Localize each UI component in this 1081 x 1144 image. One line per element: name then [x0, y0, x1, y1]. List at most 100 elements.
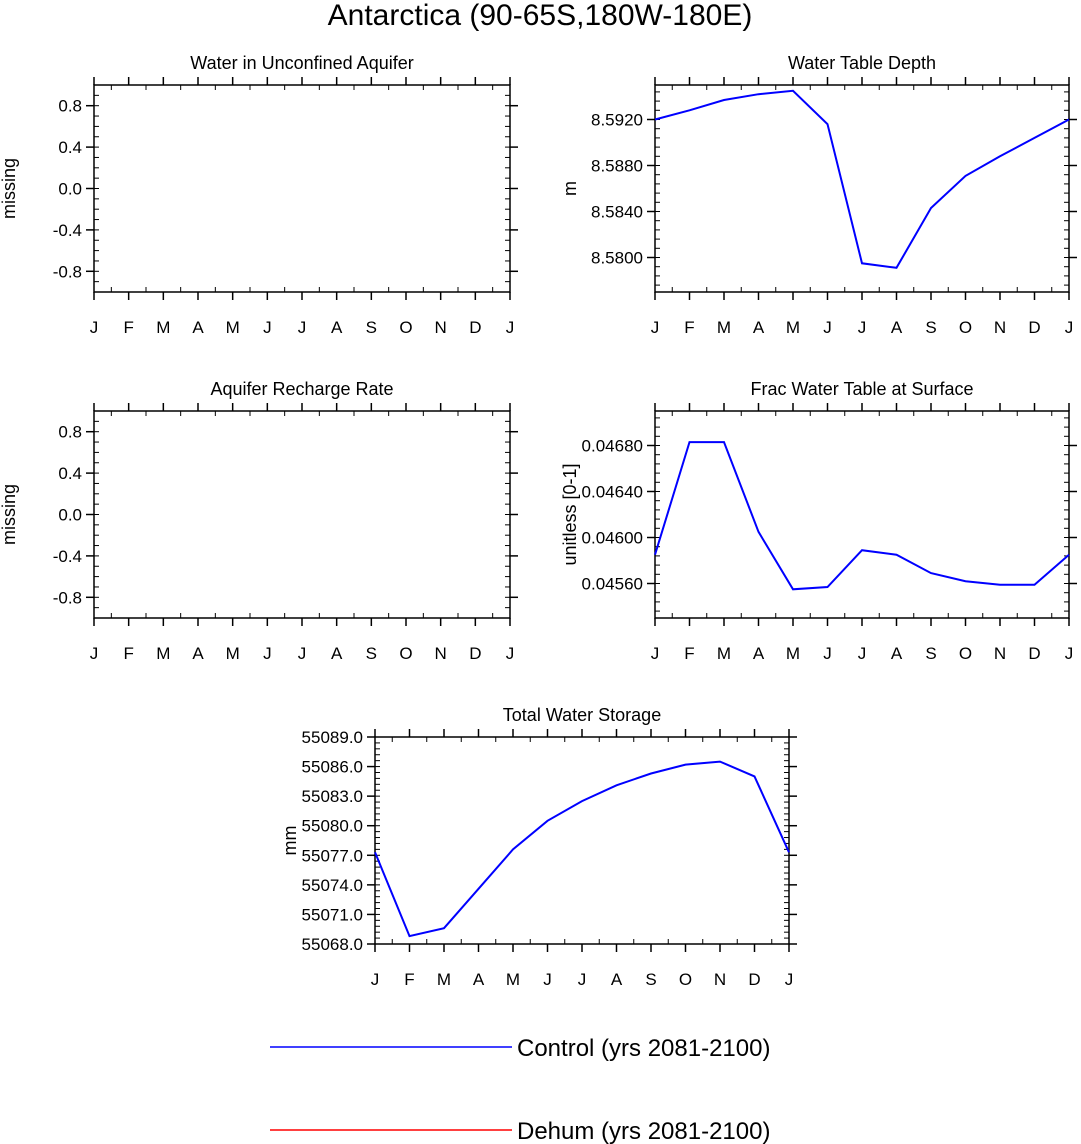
y-tick-label: 55074.0	[302, 876, 363, 895]
x-tick-label: J	[651, 318, 660, 337]
x-tick-label: O	[959, 318, 972, 337]
x-tick-label: F	[684, 318, 694, 337]
figure-title: Antarctica (90-65S,180W-180E)	[328, 0, 753, 32]
x-tick-label: J	[371, 970, 380, 989]
x-tick-label: J	[90, 318, 99, 337]
y-tick-label: -0.8	[53, 262, 82, 281]
x-tick-label: J	[298, 644, 307, 663]
y-tick-label: 0.8	[58, 97, 82, 116]
x-tick-label: O	[399, 644, 412, 663]
x-tick-label: F	[123, 644, 133, 663]
x-tick-label: J	[823, 318, 832, 337]
x-tick-label: S	[366, 644, 377, 663]
x-tick-label: A	[891, 644, 903, 663]
y-axis-label: unitless [0-1]	[560, 463, 580, 565]
x-tick-label: D	[469, 318, 481, 337]
y-tick-label: 0.0	[58, 506, 82, 525]
y-tick-label: 8.5800	[591, 249, 643, 268]
y-tick-label: 0.4	[58, 138, 82, 157]
x-tick-label: J	[506, 318, 515, 337]
x-tick-label: J	[858, 318, 867, 337]
x-tick-label: M	[226, 318, 240, 337]
x-tick-label: N	[435, 318, 447, 337]
x-tick-label: J	[263, 318, 272, 337]
x-tick-label: A	[611, 970, 623, 989]
plot-frame	[93, 410, 511, 619]
x-tick-label: A	[192, 644, 204, 663]
panel-title: Frac Water Table at Surface	[750, 379, 973, 399]
x-tick-label: D	[1028, 318, 1040, 337]
x-tick-label: M	[717, 318, 731, 337]
x-tick-label: N	[714, 970, 726, 989]
y-tick-label: 8.5840	[591, 203, 643, 222]
x-tick-label: S	[645, 970, 656, 989]
plot-frame	[374, 736, 790, 945]
x-tick-label: M	[717, 644, 731, 663]
y-tick-label: 0.8	[58, 423, 82, 442]
x-tick-label: S	[925, 318, 936, 337]
y-tick-label: 8.5880	[591, 157, 643, 176]
panel-title: Water Table Depth	[788, 53, 936, 73]
series-line-control	[654, 89, 1070, 269]
x-tick-label: J	[263, 644, 272, 663]
series-line-control	[374, 760, 790, 938]
series-line-control	[654, 441, 1070, 591]
x-tick-label: O	[679, 970, 692, 989]
y-axis-label: mm	[280, 826, 300, 856]
x-tick-label: N	[994, 644, 1006, 663]
x-tick-label: J	[823, 644, 832, 663]
legend-label-dehum: Dehum (yrs 2081-2100)	[517, 1118, 770, 1144]
x-tick-label: J	[298, 318, 307, 337]
x-tick-label: M	[156, 644, 170, 663]
y-tick-label: 55071.0	[302, 905, 363, 924]
x-tick-label: A	[192, 318, 204, 337]
x-tick-label: M	[437, 970, 451, 989]
x-tick-label: A	[331, 644, 343, 663]
x-tick-label: J	[506, 644, 515, 663]
x-tick-label: N	[994, 318, 1006, 337]
x-tick-label: S	[366, 318, 377, 337]
x-tick-label: A	[331, 318, 343, 337]
x-tick-label: O	[399, 318, 412, 337]
x-tick-label: D	[469, 644, 481, 663]
y-tick-label: 0.04560	[582, 575, 643, 594]
x-tick-label: A	[473, 970, 485, 989]
y-tick-label: 0.04640	[582, 483, 643, 502]
legend-label-control: Control (yrs 2081-2100)	[517, 1035, 770, 1062]
panel-aquifer-recharge-rate: Aquifer Recharge Rate missing -0.8 -0.4 0.0 0…	[0, 379, 518, 663]
x-tick-label: M	[786, 318, 800, 337]
y-tick-label: -0.8	[53, 588, 82, 607]
y-axis-label: missing	[0, 484, 19, 545]
y-tick-label: 8.5920	[591, 111, 643, 130]
x-tick-label: F	[404, 970, 414, 989]
x-tick-label: J	[785, 970, 794, 989]
x-tick-label: M	[786, 644, 800, 663]
x-tick-label: S	[925, 644, 936, 663]
x-tick-label: N	[435, 644, 447, 663]
panel-title: Total Water Storage	[503, 705, 661, 725]
x-tick-label: O	[959, 644, 972, 663]
panel-title: Aquifer Recharge Rate	[210, 379, 393, 399]
x-tick-label: D	[1028, 644, 1040, 663]
x-tick-label: J	[1065, 318, 1074, 337]
y-tick-label: 55077.0	[302, 846, 363, 865]
y-tick-label: 0.4	[58, 464, 82, 483]
x-tick-label: M	[226, 644, 240, 663]
plot-frame	[93, 84, 511, 293]
x-tick-label: M	[156, 318, 170, 337]
y-tick-label: 55089.0	[302, 728, 363, 747]
x-tick-label: D	[748, 970, 760, 989]
y-tick-label: 55080.0	[302, 817, 363, 836]
x-tick-label: J	[578, 970, 587, 989]
panel-water-in-unconfined-aquifer: Water in Unconfined Aquifer missing -0.8 -0…	[0, 53, 518, 337]
x-tick-label: J	[1065, 644, 1074, 663]
y-axis-label: m	[560, 181, 580, 196]
x-tick-label: J	[90, 644, 99, 663]
x-tick-label: A	[753, 318, 765, 337]
y-tick-label: -0.4	[53, 547, 82, 566]
y-tick-label: 0.04600	[582, 529, 643, 548]
x-tick-label: J	[858, 644, 867, 663]
panel-title: Water in Unconfined Aquifer	[190, 53, 413, 73]
x-tick-label: J	[651, 644, 660, 663]
